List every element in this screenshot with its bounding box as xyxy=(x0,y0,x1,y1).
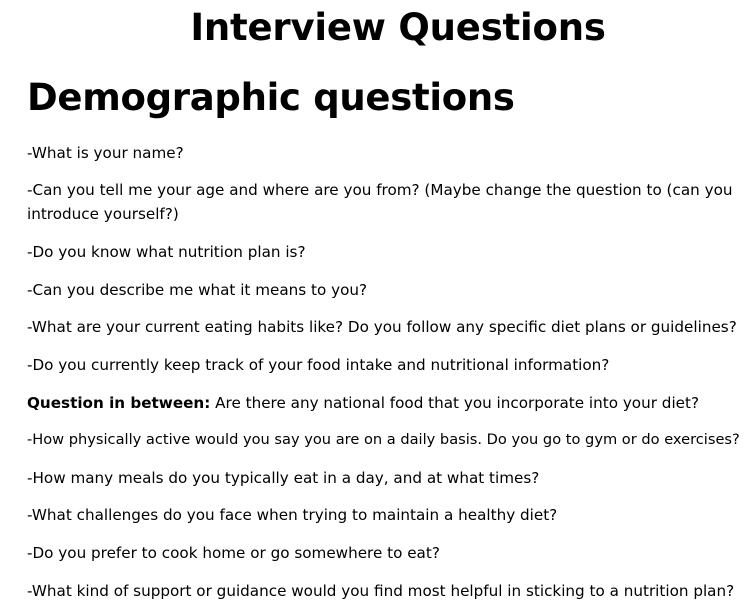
question-in-between-text: Are there any national food that you inc… xyxy=(210,394,700,412)
question-cook-or-eat-out: -Do you prefer to cook home or go somewh… xyxy=(27,544,440,562)
question-diet-challenges: -What challenges do you face when trying… xyxy=(27,506,558,524)
question-track-intake: -Do you currently keep track of your foo… xyxy=(27,356,610,374)
page-title: Interview Questions xyxy=(190,6,606,49)
question-physical-activity: -How physically active would you say you… xyxy=(27,431,740,448)
question-age-origin: -Can you tell me your age and where are … xyxy=(27,181,733,223)
question-eating-habits: -What are your current eating habits lik… xyxy=(27,318,737,336)
question-meals-per-day: -How many meals do you typically eat in … xyxy=(27,469,540,487)
question-in-between-label: Question in between: xyxy=(27,394,211,412)
section-heading: Demographic questions xyxy=(27,76,515,119)
question-nutrition-plan: -Do you know what nutrition plan is? xyxy=(27,243,306,261)
question-name: -What is your name? xyxy=(27,144,184,162)
question-in-between: Question in between: Are there any natio… xyxy=(27,391,743,415)
question-meaning: -Can you describe me what it means to yo… xyxy=(27,281,368,299)
question-support-guidance: -What kind of support or guidance would … xyxy=(27,582,735,600)
